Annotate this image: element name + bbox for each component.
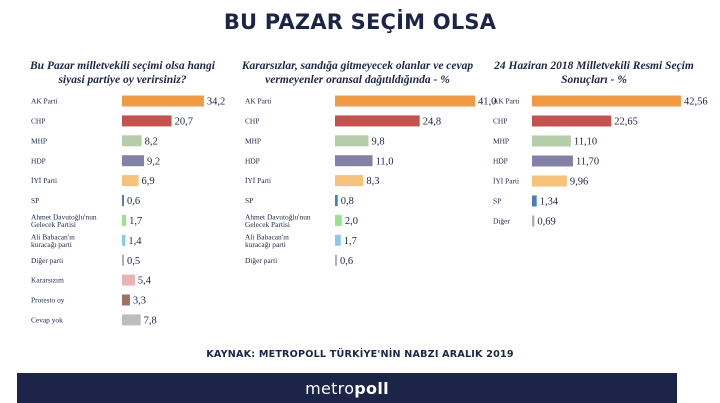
bar [122, 195, 124, 206]
value-label: 9,2 [147, 156, 160, 167]
chart-panel-1: AK Parti 34,2 CHP 20,7 MHP 8,2 HDP 9,2 İYİ Parti… [31, 95, 225, 327]
value-label: 1,4 [128, 236, 142, 247]
bar [122, 115, 172, 127]
value-label: 22,65 [614, 117, 638, 128]
bar [335, 234, 341, 246]
value-label: 7,8 [144, 316, 157, 327]
value-label: 11,0 [376, 156, 394, 167]
bar [122, 234, 126, 246]
panel-2-subtitle: Kararsızlar, sandığa gitmeyecek olanlar … [241, 60, 474, 86]
value-label: 11,10 [574, 137, 597, 148]
bar [122, 314, 141, 326]
category-label: Diğer [493, 217, 510, 226]
bar [122, 214, 127, 226]
value-label: 34,2 [207, 97, 225, 108]
value-label: 20,7 [175, 117, 193, 128]
category-label: AK Parti [493, 97, 519, 106]
bar [122, 294, 130, 306]
footer-bar: metropoll [17, 373, 677, 403]
category-label: Cevap yok [31, 316, 63, 325]
bar [122, 274, 135, 286]
bar [532, 135, 571, 147]
category-label: Ali Babacan'ın kuracağı parti [245, 232, 289, 249]
bar [122, 95, 204, 107]
category-label: İYİ Parti [31, 176, 57, 185]
bar [532, 175, 567, 187]
value-label: 1,34 [540, 197, 559, 208]
value-label: 41,0 [478, 97, 496, 108]
value-label: 1,7 [129, 216, 142, 227]
category-label: CHP [493, 117, 507, 126]
bar [532, 95, 681, 107]
bar [122, 254, 124, 266]
bar [335, 115, 420, 127]
category-label: Diğer parti [245, 256, 277, 265]
panel-3-subtitle: 24 Haziran 2018 Milletvekili Resmi Seçim… [494, 60, 694, 86]
category-label: CHP [31, 117, 45, 126]
category-label: SP [31, 196, 39, 205]
bar [335, 214, 342, 226]
category-label: MHP [31, 136, 47, 145]
category-label: MHP [245, 136, 261, 145]
value-label: 42,56 [684, 97, 708, 108]
category-label: Kararsızım [31, 276, 64, 285]
bar [335, 95, 476, 107]
value-label: 0,8 [341, 196, 354, 207]
bar [122, 175, 139, 187]
bar [335, 135, 369, 147]
category-label: Ahmet Davutoğlu'nun Gelecek Partisi [245, 212, 311, 229]
bar [122, 135, 142, 147]
value-label: 0,6 [127, 196, 140, 207]
source-note: KAYNAK: METROPOLL TÜRKİYE'NİN NABZI ARAL… [206, 349, 514, 360]
category-label: MHP [493, 137, 509, 146]
value-label: 9,96 [570, 177, 588, 188]
value-label: 24,8 [423, 117, 441, 128]
value-label: 3,3 [133, 296, 146, 307]
chart-panel-2: AK Parti 41,0 CHP 24,8 MHP 9,8 HDP 11,0 İYİ Part… [245, 95, 496, 267]
bar [335, 175, 364, 187]
chart-panel-3: AK Parti 42,56 CHP 22,65 MHP 11,10 HDP 11,70 İYİ… [493, 95, 708, 228]
bar [532, 215, 535, 227]
category-label: HDP [245, 156, 260, 165]
metropoll-logo: metropoll [305, 379, 389, 398]
value-label: 0,69 [537, 217, 555, 228]
category-label: Diğer parti [31, 256, 63, 265]
category-label: HDP [493, 157, 508, 166]
category-label: Ahmet Davutoğlu'nun Gelecek Partisi [31, 212, 97, 229]
category-label: SP [245, 196, 253, 205]
category-label: İYİ Parti [493, 177, 519, 186]
value-label: 5,4 [138, 276, 152, 287]
page-title: BU PAZAR SEÇİM OLSA [223, 10, 497, 34]
category-label: İYİ Parti [245, 176, 271, 185]
value-label: 9,8 [371, 136, 384, 147]
bar [335, 195, 338, 206]
bar [532, 155, 573, 167]
value-label: 8,3 [366, 176, 379, 187]
logo-part-metro: metro [305, 378, 355, 398]
category-label: SP [493, 197, 501, 206]
logo-part-poll: poll [354, 378, 389, 398]
value-label: 8,2 [145, 136, 158, 147]
panel-1-subtitle: Bu Pazar milletvekili seçimi olsa hangi … [30, 60, 215, 86]
category-label: AK Parti [245, 97, 271, 106]
category-label: CHP [245, 117, 259, 126]
value-label: 0,5 [127, 256, 140, 267]
category-label: HDP [31, 156, 46, 165]
bar [122, 155, 145, 167]
bar [335, 155, 373, 167]
category-label: AK Parti [31, 97, 57, 106]
value-label: 1,7 [344, 236, 357, 247]
bar [532, 115, 612, 127]
value-label: 6,9 [142, 176, 155, 187]
value-label: 11,70 [576, 157, 599, 168]
bar [335, 254, 338, 266]
category-label: Ali Babacan'ın kuracağı parti [31, 232, 75, 249]
value-label: 2,0 [345, 216, 358, 227]
category-label: Protesto oy [31, 296, 65, 305]
bar [532, 195, 537, 207]
value-label: 0,6 [340, 256, 353, 267]
